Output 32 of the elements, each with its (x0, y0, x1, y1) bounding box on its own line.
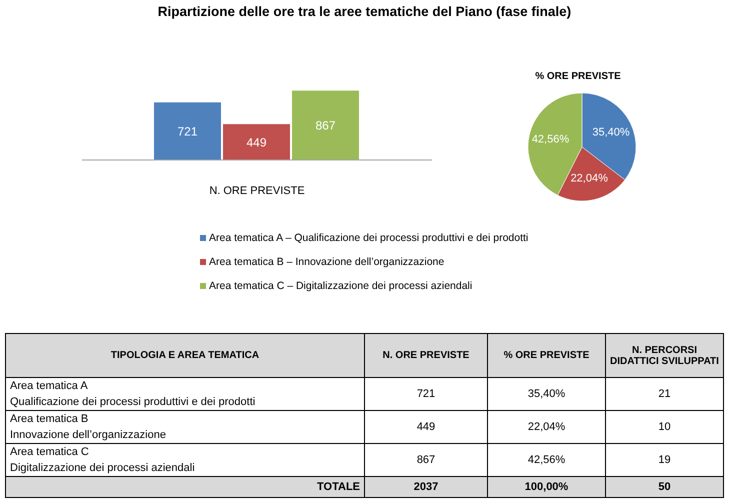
text: 2037 (414, 481, 438, 493)
data-label: 42,56% (532, 133, 570, 146)
data-label: 35,40% (488, 378, 606, 410)
chart-title: % ORE PREVISTE (534, 71, 622, 82)
data-label: 22,04% (570, 172, 608, 185)
category-label: Area tematica A Qualificazione dei processi produttivi e dei prodotti (6, 378, 364, 410)
data-label: 21 (606, 378, 724, 410)
data-label: 721 (177, 124, 198, 138)
data-label: 35,40% (592, 126, 630, 139)
legend-label: Area tematica B – Innovazione dell’organizzazione (209, 256, 444, 268)
category-label: Area tematica B Innovazione dell’organizzazione (6, 410, 364, 444)
text: TIPOLOGIA E AREA TEMATICA (6, 334, 364, 378)
legend-label: Area tematica C – Digitalizzazione dei processi aziendali (209, 280, 472, 292)
text: 50 (658, 481, 671, 493)
data-label: 867 (315, 118, 336, 133)
text: % ORE PREVISTE (488, 334, 606, 378)
data-label: 721 (364, 378, 488, 410)
data-label: 10 (606, 410, 724, 444)
data-label: 42,56% (488, 444, 606, 476)
x-axis-title: N. ORE PREVISTE (209, 185, 305, 197)
data-label: 867 (364, 444, 488, 476)
text: N. ORE PREVISTE (364, 334, 488, 378)
category-label: Area tematica C Digitalizzazione dei processi aziendali (6, 444, 364, 476)
text: TOTALE (6, 476, 364, 498)
legend-label: Area tematica A – Qualificazione dei processi produttivi e dei prodotti (209, 232, 528, 244)
data-label: 449 (364, 410, 488, 444)
data-label: 19 (606, 444, 724, 476)
text: N. PERCORSI DIDATTICI SVILUPPATI (606, 334, 724, 378)
chart-title: Ripartizione delle ore tra le aree tematiche del Piano (fase finale) (156, 4, 572, 19)
text: 100,00% (524, 481, 568, 493)
data-label: 449 (246, 135, 267, 150)
data-label: 22,04% (488, 410, 606, 444)
